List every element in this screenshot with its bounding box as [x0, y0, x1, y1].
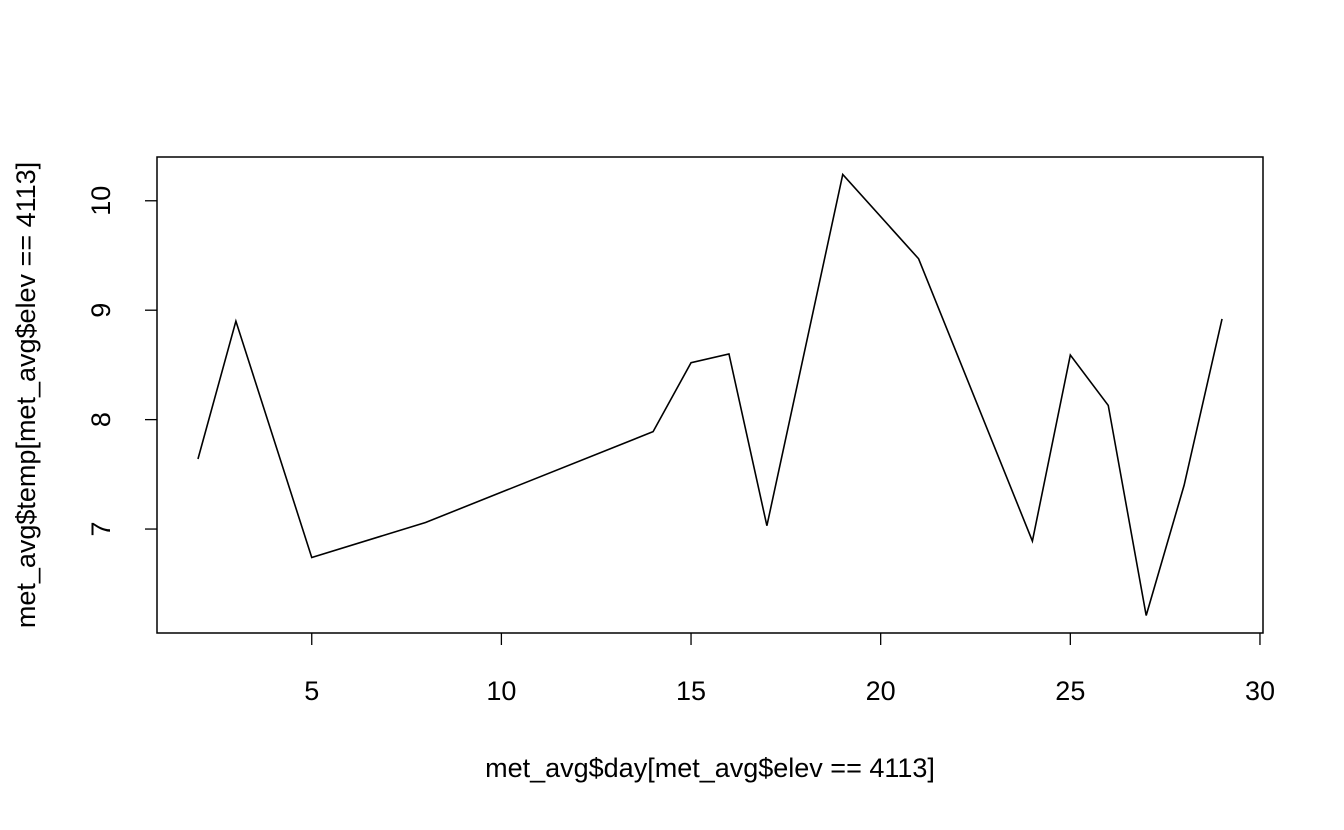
- y-tick-label: 8: [86, 412, 116, 427]
- x-tick-label: 30: [1245, 676, 1275, 706]
- x-tick-label: 15: [676, 676, 706, 706]
- data-line: [197, 172, 1223, 616]
- y-axis-label: met_avg$temp[met_avg$elev == 4113]: [11, 162, 41, 628]
- x-tick-label: 25: [1055, 676, 1085, 706]
- x-axis-label: met_avg$day[met_avg$elev == 4113]: [485, 753, 935, 783]
- x-tick-label: 10: [486, 676, 516, 706]
- x-tick-label: 5: [304, 676, 319, 706]
- plot-frame: [156, 156, 1264, 634]
- y-tick-label: 10: [86, 186, 116, 216]
- x-tick-label: 20: [866, 676, 896, 706]
- y-tick-label: 7: [86, 522, 116, 537]
- y-tick-label: 9: [86, 303, 116, 318]
